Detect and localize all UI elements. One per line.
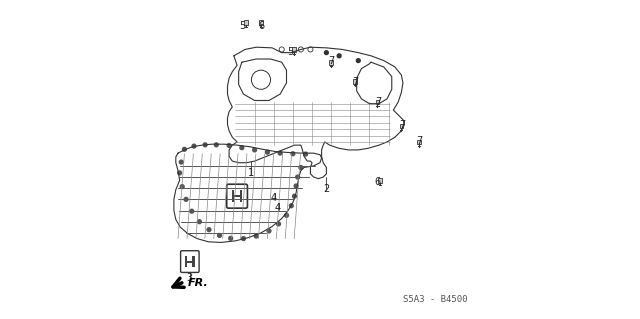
FancyBboxPatch shape bbox=[292, 47, 296, 52]
Circle shape bbox=[198, 220, 202, 224]
Text: 7: 7 bbox=[399, 120, 405, 130]
Circle shape bbox=[184, 197, 188, 201]
FancyBboxPatch shape bbox=[232, 195, 243, 197]
Circle shape bbox=[276, 222, 280, 226]
FancyBboxPatch shape bbox=[259, 20, 263, 25]
Circle shape bbox=[228, 236, 232, 240]
Circle shape bbox=[356, 59, 360, 63]
Circle shape bbox=[179, 160, 183, 164]
Text: 5: 5 bbox=[239, 21, 246, 31]
Text: 4: 4 bbox=[271, 193, 277, 204]
Text: 2: 2 bbox=[323, 184, 330, 194]
Circle shape bbox=[182, 147, 186, 151]
Circle shape bbox=[180, 185, 184, 189]
FancyBboxPatch shape bbox=[399, 124, 403, 128]
Text: 7: 7 bbox=[375, 97, 381, 107]
Text: 4: 4 bbox=[274, 203, 280, 213]
Circle shape bbox=[227, 144, 231, 147]
FancyBboxPatch shape bbox=[192, 256, 195, 267]
Text: 1: 1 bbox=[248, 168, 255, 178]
FancyBboxPatch shape bbox=[244, 20, 248, 25]
Circle shape bbox=[218, 234, 221, 237]
FancyBboxPatch shape bbox=[232, 190, 234, 202]
FancyBboxPatch shape bbox=[330, 60, 333, 64]
Text: 5: 5 bbox=[287, 47, 294, 57]
Circle shape bbox=[337, 54, 341, 58]
Text: 3: 3 bbox=[187, 273, 193, 283]
FancyBboxPatch shape bbox=[353, 79, 357, 84]
FancyBboxPatch shape bbox=[417, 140, 420, 144]
Circle shape bbox=[267, 229, 271, 233]
Circle shape bbox=[299, 166, 303, 169]
Circle shape bbox=[192, 144, 196, 148]
Text: 6: 6 bbox=[259, 21, 264, 31]
FancyBboxPatch shape bbox=[185, 256, 188, 267]
Circle shape bbox=[204, 143, 207, 147]
FancyBboxPatch shape bbox=[240, 190, 243, 202]
Circle shape bbox=[214, 143, 218, 147]
Circle shape bbox=[324, 51, 328, 55]
Text: 7: 7 bbox=[328, 56, 335, 66]
Circle shape bbox=[278, 151, 282, 155]
Circle shape bbox=[266, 150, 269, 154]
FancyBboxPatch shape bbox=[378, 178, 382, 183]
FancyBboxPatch shape bbox=[376, 100, 379, 104]
Text: FR.: FR. bbox=[188, 278, 209, 288]
Circle shape bbox=[190, 209, 194, 213]
Circle shape bbox=[254, 234, 258, 238]
Circle shape bbox=[289, 204, 293, 208]
Circle shape bbox=[240, 146, 244, 150]
Circle shape bbox=[207, 228, 211, 232]
FancyBboxPatch shape bbox=[185, 261, 195, 263]
Circle shape bbox=[292, 194, 296, 198]
Text: S5A3 - B4500: S5A3 - B4500 bbox=[403, 295, 467, 304]
Circle shape bbox=[285, 213, 289, 217]
Circle shape bbox=[253, 148, 257, 152]
Circle shape bbox=[178, 171, 182, 175]
Circle shape bbox=[294, 184, 298, 188]
Circle shape bbox=[296, 175, 300, 179]
Text: 7: 7 bbox=[353, 77, 359, 87]
Text: 7: 7 bbox=[417, 136, 422, 146]
Text: 6: 6 bbox=[374, 177, 381, 188]
Circle shape bbox=[241, 237, 245, 241]
Circle shape bbox=[304, 152, 308, 156]
Circle shape bbox=[291, 152, 295, 156]
